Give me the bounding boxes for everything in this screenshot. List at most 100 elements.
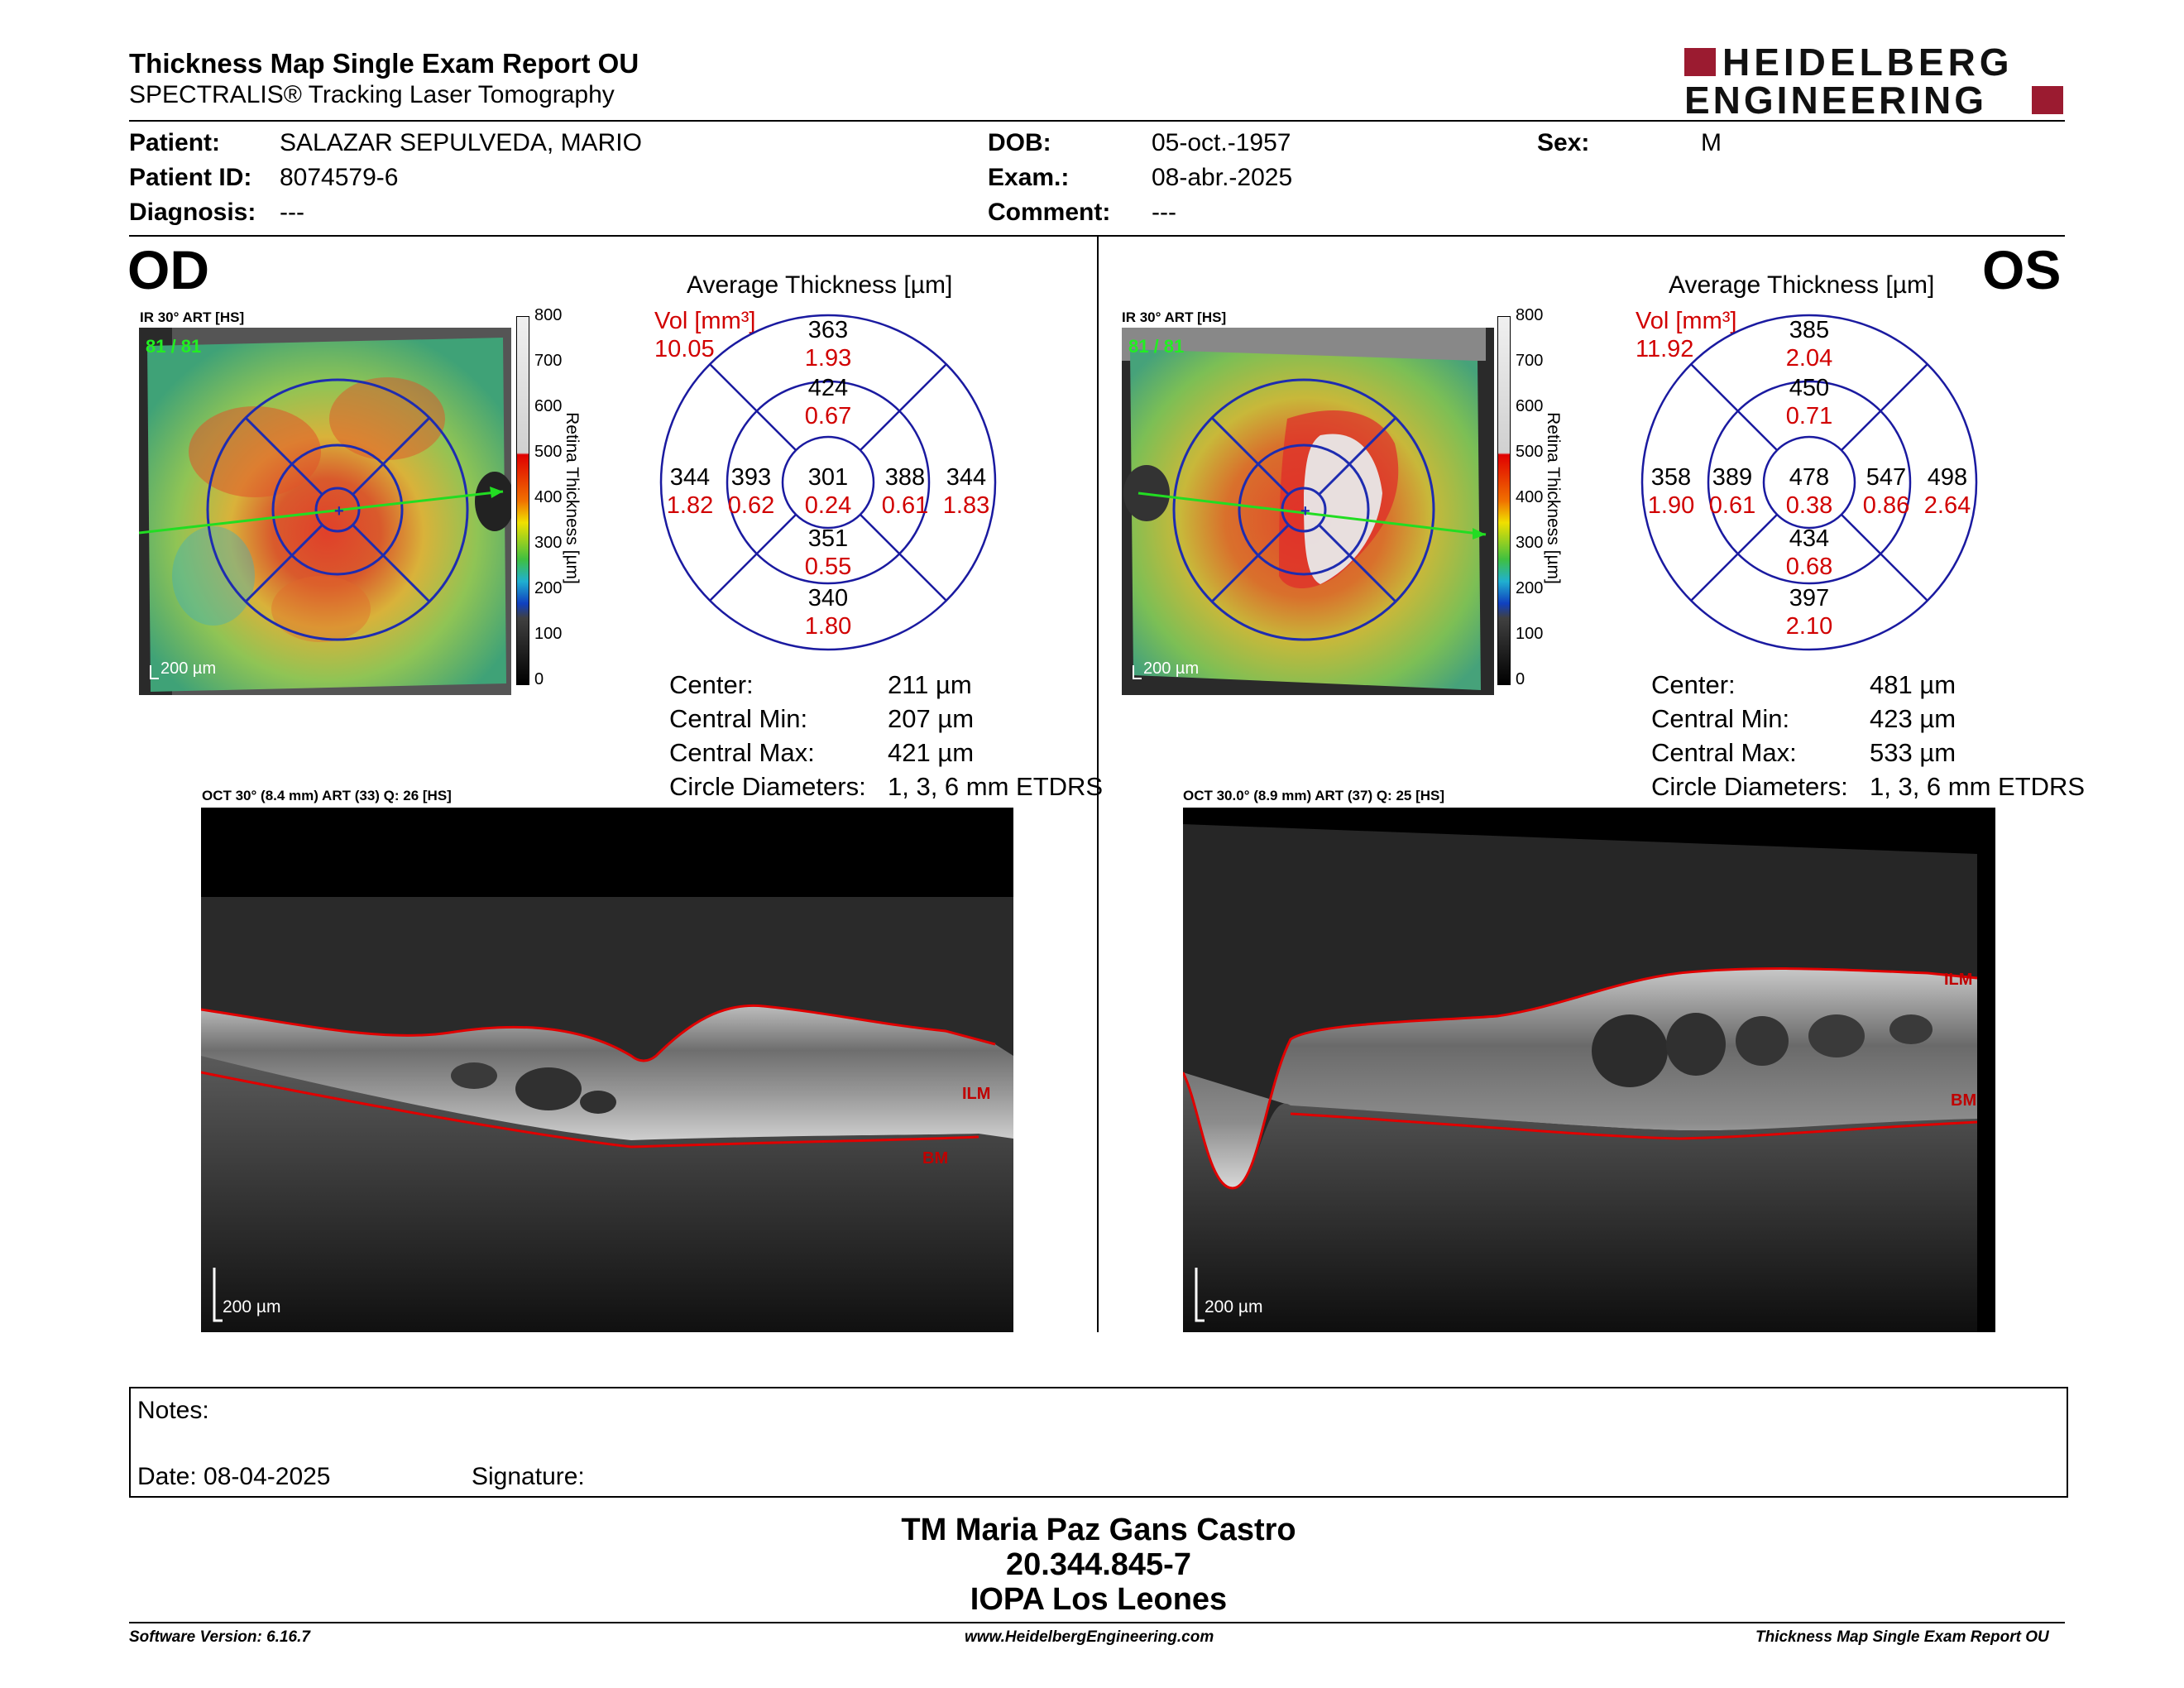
- od-min-value: 207 µm: [888, 704, 975, 733]
- os-colorbar: [1497, 316, 1511, 685]
- od-inner-right-volume: 0.61: [882, 492, 928, 519]
- software-version: Software Version: 6.16.7: [129, 1628, 310, 1646]
- os-inner-sup-thickness: 450: [1789, 375, 1829, 401]
- signer-id: 20.344.845-7: [1006, 1547, 1191, 1582]
- footer-divider: [129, 1622, 2065, 1623]
- patient-id-label: Patient ID:: [129, 164, 252, 191]
- os-tick: 0: [1516, 670, 1525, 688]
- svg-text:+: +: [1300, 502, 1310, 520]
- od-max-value: 421 µm: [888, 738, 975, 767]
- os-inner-right-thickness: 547: [1866, 464, 1906, 491]
- os-oct-scale: 200 µm: [1205, 1297, 1262, 1316]
- os-frames: 81 / 81: [1128, 336, 1184, 357]
- logo-square-top: [1684, 48, 1716, 76]
- os-max-value: 533 µm: [1870, 738, 1956, 767]
- od-outer-right-volume: 1.83: [943, 492, 989, 519]
- od-avg-title: Average Thickness [µm]: [687, 271, 953, 299]
- dob-value: 05-oct.-1957: [1152, 129, 1291, 156]
- od-tick: 600: [534, 397, 563, 415]
- od-tick: 400: [534, 488, 563, 506]
- logo-line1: HEIDELBERG: [1722, 41, 2014, 84]
- od-ilm-label: ILM: [962, 1085, 990, 1103]
- od-center-volume: 0.24: [805, 492, 851, 519]
- signature-label: Signature:: [472, 1463, 585, 1490]
- od-inner-right-thickness: 388: [885, 464, 925, 491]
- os-inner-inf-volume: 0.68: [1786, 554, 1832, 580]
- os-min-label: Central Min:: [1651, 704, 1790, 733]
- od-vol-total: 10.05: [654, 336, 715, 362]
- os-tick: 600: [1516, 397, 1544, 415]
- os-bm-label: BM: [1951, 1091, 1976, 1110]
- os-inner-sup-volume: 0.71: [1786, 403, 1832, 429]
- patient-id-value: 8074579-6: [280, 164, 399, 191]
- os-outer-right-thickness: 498: [1928, 464, 1967, 491]
- os-outer-left-volume: 1.90: [1648, 492, 1694, 519]
- od-inner-sup-volume: 0.67: [805, 403, 851, 429]
- od-inner-inf-thickness: 351: [808, 525, 848, 552]
- os-outer-inf-thickness: 397: [1789, 585, 1829, 611]
- os-inner-left-volume: 0.61: [1709, 492, 1755, 519]
- os-inner-right-volume: 0.86: [1863, 492, 1909, 519]
- od-max-label: Central Max:: [669, 738, 815, 767]
- od-scale-bar: 200 µm: [160, 659, 216, 678]
- exam-value: 08-abr.-2025: [1152, 164, 1293, 191]
- diagnosis-label: Diagnosis:: [129, 199, 256, 226]
- diagnosis-value: ---: [280, 199, 304, 226]
- os-inner-left-thickness: 389: [1712, 464, 1752, 491]
- od-diam-value: 1, 3, 6 mm ETDRS: [888, 772, 1104, 801]
- heidelberg-logo: HEIDELBERG ENGINEERING: [1684, 41, 2065, 122]
- od-oct-bscan: ILM BM 200 µm: [201, 808, 1013, 1332]
- od-etdrs-grid: 301 0.24 424 0.67 351 0.55 393 0.62 388 …: [659, 314, 997, 651]
- od-colorbar-title: Retina Thickness [µm]: [563, 412, 582, 584]
- os-etdrs-grid: 478 0.38 450 0.71 434 0.68 389 0.61 547 …: [1640, 314, 1978, 651]
- os-tick: 700: [1516, 352, 1544, 370]
- exam-label: Exam.:: [988, 164, 1070, 191]
- os-outer-sup-thickness: 385: [1789, 317, 1829, 343]
- od-outer-left-thickness: 344: [670, 464, 710, 491]
- os-center-thickness: 478: [1789, 464, 1829, 491]
- od-bm-label: BM: [922, 1149, 948, 1168]
- os-avg-title: Average Thickness [µm]: [1669, 271, 1935, 299]
- os-oct-label: OCT 30.0° (8.9 mm) ART (37) Q: 25 [HS]: [1183, 788, 1445, 803]
- od-outer-inf-volume: 1.80: [805, 613, 851, 640]
- od-ir-label: IR 30° ART [HS]: [140, 309, 245, 325]
- od-tick: 100: [534, 625, 563, 643]
- os-min-value: 423 µm: [1870, 704, 1956, 733]
- os-colorbar-title: Retina Thickness [µm]: [1544, 412, 1563, 584]
- notes-label: Notes:: [137, 1397, 209, 1424]
- os-outer-sup-volume: 2.04: [1786, 345, 1832, 372]
- report-subtitle: SPECTRALIS® Tracking Laser Tomography: [129, 81, 615, 108]
- od-oct-scale: 200 µm: [223, 1297, 280, 1316]
- od-outer-sup-thickness: 363: [808, 317, 848, 343]
- os-center-label: Center:: [1651, 670, 1736, 699]
- od-tick: 300: [534, 534, 563, 552]
- os-center-value: 481 µm: [1870, 670, 1956, 699]
- od-inner-inf-volume: 0.55: [805, 554, 851, 580]
- od-inner-left-thickness: 393: [731, 464, 771, 491]
- os-tick: 300: [1516, 534, 1544, 552]
- os-ir-label: IR 30° ART [HS]: [1122, 309, 1227, 325]
- od-outer-sup-volume: 1.93: [805, 345, 851, 372]
- os-thickness-map: + 81 / 81 200 µm: [1122, 328, 1494, 695]
- os-colorbar-ticks: 800 700 600 500 400 300 200 100 0: [1516, 306, 1549, 695]
- od-center-label: Center:: [669, 670, 754, 699]
- os-vol-total: 11.92: [1636, 336, 1694, 362]
- od-diam-label: Circle Diameters:: [669, 772, 866, 801]
- os-scale-bar: 200 µm: [1143, 659, 1199, 678]
- os-ilm-label: ILM: [1944, 971, 1972, 989]
- od-tick: 800: [534, 306, 563, 324]
- logo-line2: ENGINEERING: [1684, 79, 1988, 122]
- notes-box: Notes: Date: 08-04-2025 Signature:: [129, 1387, 2068, 1498]
- od-thickness-map: + 81 / 81 200 µm: [139, 328, 511, 695]
- od-outer-inf-thickness: 340: [808, 585, 848, 611]
- patient-value: SALAZAR SEPULVEDA, MARIO: [280, 129, 642, 156]
- od-outer-right-thickness: 344: [946, 464, 986, 491]
- od-tick: 0: [534, 670, 544, 688]
- footer-report-name: Thickness Map Single Exam Report OU: [1755, 1628, 2049, 1646]
- os-outer-inf-volume: 2.10: [1786, 613, 1832, 640]
- os-tick: 500: [1516, 443, 1544, 461]
- os-tick: 100: [1516, 625, 1544, 643]
- center-divider: [1097, 237, 1099, 1332]
- svg-text:+: +: [334, 502, 344, 520]
- website-link[interactable]: www.HeidelbergEngineering.com: [965, 1628, 1214, 1646]
